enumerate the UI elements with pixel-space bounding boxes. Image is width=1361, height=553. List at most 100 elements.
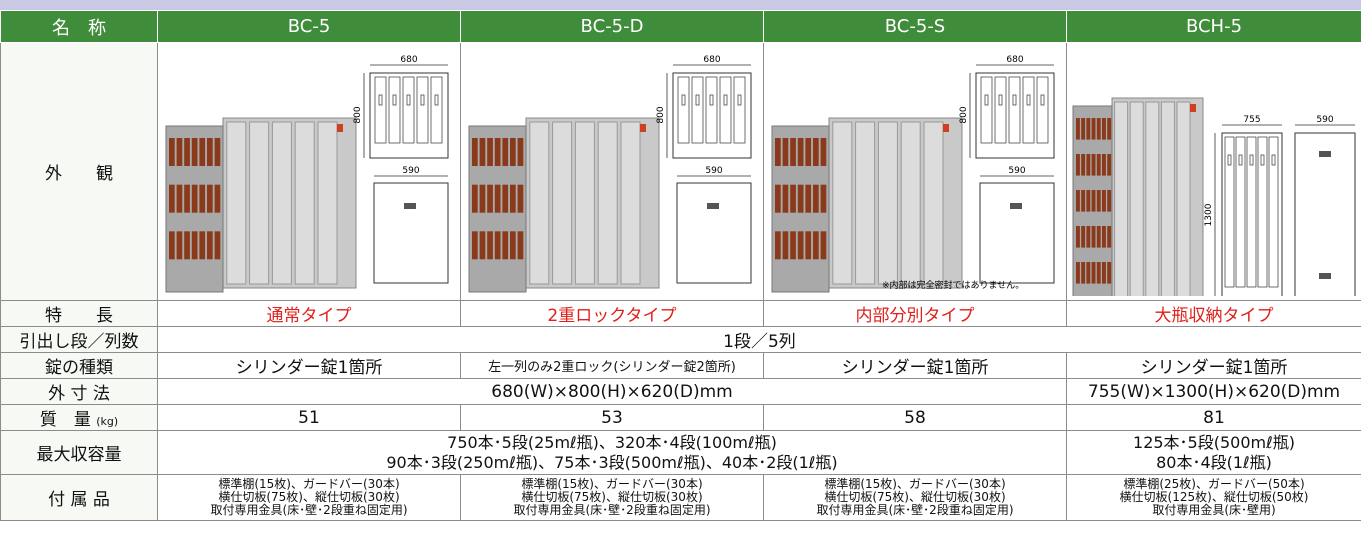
- handle: [406, 94, 411, 106]
- dimension-label: 800: [959, 106, 969, 123]
- bottle: [790, 138, 796, 166]
- bottle: [1076, 190, 1080, 212]
- front-view: [975, 72, 1055, 159]
- bottle: [1096, 262, 1101, 284]
- bottle: [472, 138, 478, 166]
- dimension-label: 590: [705, 166, 722, 176]
- handle: [984, 94, 989, 106]
- bottle: [1081, 226, 1086, 248]
- illustration: 680 800 590 ※内部は完全密封ではありません。: [771, 55, 1055, 293]
- dimension-label: 590: [1316, 115, 1333, 125]
- accessories: 標準棚(15枚)、ガードバー(30本) 横仕切板(75枚)、縦仕切板(30枚) 取付…: [763, 474, 1067, 521]
- lock: シリンダー錠1箇所: [157, 352, 461, 379]
- dimensions: 755(W)×1300(H)×620(D)mm: [1066, 378, 1361, 405]
- bottle: [1086, 226, 1091, 248]
- accessory-line: 取付専用金具(床･壁用): [1152, 503, 1276, 517]
- bottle: [782, 231, 789, 260]
- bottle: [199, 231, 206, 260]
- bottle: [487, 184, 493, 213]
- drawer-outline: [677, 76, 690, 144]
- bottle: [1107, 190, 1112, 212]
- bottle: [1102, 154, 1106, 176]
- spec-table: 名 称 BC-5 BC-5-D BC-5-S BCH-5 外 観 680 800 5…: [0, 10, 1361, 521]
- bottle: [199, 184, 206, 213]
- front-view: [672, 72, 752, 159]
- bottle: [782, 184, 789, 213]
- product-name: BC-5-D: [460, 10, 764, 43]
- bottle: [1091, 226, 1096, 248]
- side-view: [1294, 132, 1356, 299]
- drawer-outline: [374, 76, 387, 144]
- row-label: 特 長: [0, 300, 158, 327]
- drawer-front: [1129, 101, 1144, 300]
- handle: [737, 94, 742, 106]
- drawer-outline: [388, 76, 401, 144]
- bottle: [191, 184, 198, 213]
- bottle: [790, 184, 796, 213]
- bottle: [487, 231, 493, 260]
- bottle: [1091, 118, 1096, 140]
- handle: [1238, 154, 1243, 166]
- bottle: [479, 138, 486, 166]
- bottle: [479, 184, 486, 213]
- drawer-outline: [1224, 136, 1235, 288]
- bottle: [517, 138, 524, 166]
- appearance-cell: 755 1300 590: [1066, 42, 1361, 301]
- bottle: [191, 138, 198, 166]
- bottle: [1107, 226, 1112, 248]
- accessory-line: 標準棚(25枚)、ガードバー(50本): [1123, 477, 1305, 491]
- feature: 内部分別タイプ: [763, 300, 1067, 327]
- bottle: [517, 231, 524, 260]
- drawer-outline: [980, 76, 993, 144]
- handle: [681, 94, 686, 106]
- drawer-front: [1114, 101, 1129, 300]
- bottle: [813, 138, 819, 166]
- vent: [1319, 151, 1331, 157]
- note: ※内部は完全密封ではありません。: [882, 279, 1024, 291]
- bottle: [820, 138, 827, 166]
- handle: [998, 94, 1003, 106]
- drawer-front: [620, 121, 641, 285]
- drawers: 1段／5列: [157, 326, 1361, 353]
- vent: [707, 203, 719, 209]
- bottle: [1081, 154, 1086, 176]
- dimension-label: 755: [1243, 115, 1260, 125]
- drawer-front: [1160, 101, 1175, 300]
- bottle: [805, 231, 812, 260]
- bottle: [487, 138, 493, 166]
- bottle: [1086, 262, 1091, 284]
- mass: 81: [1066, 404, 1361, 431]
- drawer-outline: [1036, 76, 1049, 144]
- accessory-line: 取付専用金具(床･壁･2段重ね固定用): [210, 503, 408, 517]
- handle: [420, 94, 425, 106]
- bottle: [797, 231, 804, 260]
- side-view: [373, 182, 449, 284]
- bottle: [1096, 154, 1101, 176]
- bottle: [207, 184, 213, 213]
- dimension-label: 800: [353, 106, 363, 123]
- bottle: [1081, 118, 1086, 140]
- bottle: [169, 231, 175, 260]
- drawer-front: [900, 121, 921, 285]
- capacity-line: 125本･5段(500mℓ瓶): [1133, 432, 1295, 452]
- bottle: [1102, 226, 1106, 248]
- bottle: [214, 231, 221, 260]
- bottle: [1086, 118, 1091, 140]
- drawer-outline: [1022, 76, 1035, 144]
- dimension-label: 680: [400, 55, 417, 65]
- lock: シリンダー錠1箇所: [1066, 352, 1361, 379]
- lock: [640, 124, 646, 132]
- accessory-line: 標準棚(15枚)、ガードバー(30本): [218, 477, 400, 491]
- feature: 2重ロックタイプ: [460, 300, 764, 327]
- drawer-front: [226, 121, 247, 285]
- side-view: [979, 182, 1055, 284]
- lock: シリンダー錠1箇所: [763, 352, 1067, 379]
- bottle: [775, 138, 781, 166]
- drawer-outline: [416, 76, 429, 144]
- lock: [337, 124, 343, 132]
- handle: [1271, 154, 1276, 166]
- handle: [1040, 94, 1045, 106]
- dimensions: 680(W)×800(H)×620(D)mm: [157, 378, 1067, 405]
- accessory-line: 横仕切板(75枚)、縦仕切板(30枚): [218, 490, 400, 504]
- drawer-outline: [1268, 136, 1279, 288]
